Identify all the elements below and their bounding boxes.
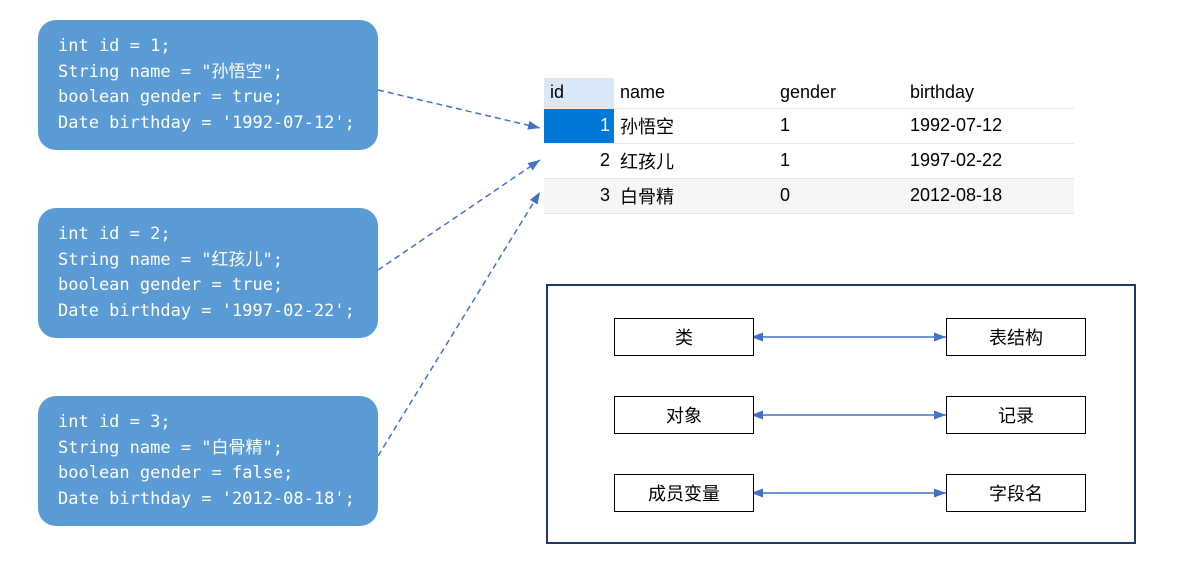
arrow-line — [378, 192, 540, 456]
table-header: birthday — [904, 78, 1074, 108]
table-header: gender — [774, 78, 904, 108]
code-line: int id = 3; — [58, 410, 358, 436]
table-row: 1孙悟空11992-07-12 — [544, 108, 1074, 143]
table-header: id — [544, 78, 614, 108]
code-line: boolean gender = false; — [58, 461, 358, 487]
table-row: 2红孩儿11997-02-22 — [544, 143, 1074, 178]
table-row: 3白骨精02012-08-18 — [544, 178, 1074, 213]
mapping-right-cell: 字段名 — [946, 474, 1086, 512]
table-cell: 3 — [544, 178, 614, 213]
mapping-left-cell: 成员变量 — [614, 474, 754, 512]
table-cell: 1997-02-22 — [904, 143, 1074, 178]
mapping-left-cell: 对象 — [614, 396, 754, 434]
arrow-line — [378, 90, 540, 128]
code-line: Date birthday = '2012-08-18'; — [58, 487, 358, 513]
mapping-right-cell: 记录 — [946, 396, 1086, 434]
code-line: boolean gender = true; — [58, 273, 358, 299]
code-line: Date birthday = '1997-02-22'; — [58, 299, 358, 325]
code-line: String name = "白骨精"; — [58, 436, 358, 462]
table-cell: 1992-07-12 — [904, 108, 1074, 143]
code-line: Date birthday = '1992-07-12'; — [58, 111, 358, 137]
table-cell: 白骨精 — [614, 178, 774, 213]
code-line: boolean gender = true; — [58, 85, 358, 111]
code-box-2: int id = 2;String name = "红孩儿";boolean g… — [38, 208, 378, 338]
mapping-right-cell: 表结构 — [946, 318, 1086, 356]
code-box-3: int id = 3;String name = "白骨精";boolean g… — [38, 396, 378, 526]
table-cell: 2 — [544, 143, 614, 178]
table-cell: 1 — [774, 108, 904, 143]
table-cell: 红孩儿 — [614, 143, 774, 178]
table-cell: 1 — [774, 143, 904, 178]
data-table: idnamegenderbirthday1孙悟空11992-07-122红孩儿1… — [544, 78, 1074, 214]
table-header: name — [614, 78, 774, 108]
table-cell: 2012-08-18 — [904, 178, 1074, 213]
table-cell: 孙悟空 — [614, 108, 774, 143]
code-line: int id = 2; — [58, 222, 358, 248]
code-line: int id = 1; — [58, 34, 358, 60]
table-cell: 1 — [544, 108, 614, 143]
table-cell: 0 — [774, 178, 904, 213]
mapping-left-cell: 类 — [614, 318, 754, 356]
code-box-1: int id = 1;String name = "孙悟空";boolean g… — [38, 20, 378, 150]
code-line: String name = "红孩儿"; — [58, 248, 358, 274]
arrow-line — [378, 160, 540, 270]
code-line: String name = "孙悟空"; — [58, 60, 358, 86]
